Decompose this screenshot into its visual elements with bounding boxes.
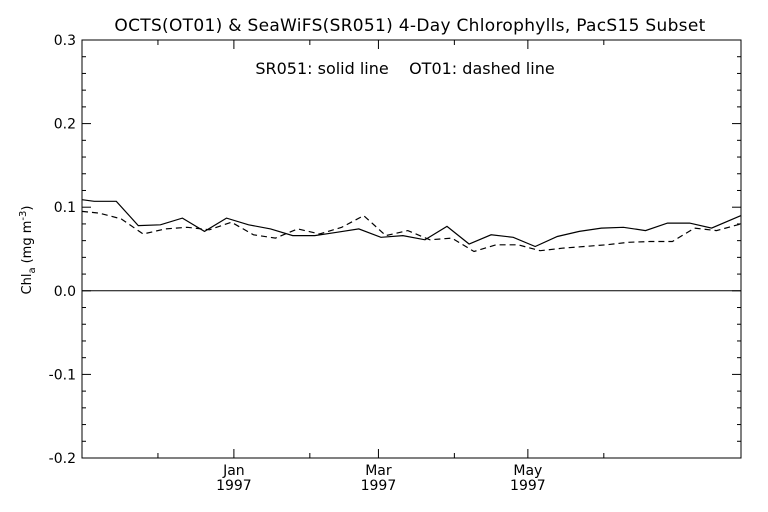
x-tick-label-year: 1997 [361, 478, 397, 494]
y-tick-label: 0.1 [54, 200, 76, 216]
x-tick-label-month: Jan [222, 463, 245, 479]
y-tick-label: 0.0 [54, 284, 76, 300]
y-tick-label: -0.1 [49, 367, 76, 383]
y-tick-label: 0.2 [54, 117, 76, 133]
y-axis-label: Chla(mg m-3) [18, 206, 38, 295]
series-line-ot01 [81, 210, 742, 253]
y-tick-label: 0.3 [54, 33, 76, 49]
x-tick-label-month: May [513, 463, 542, 479]
chart-title: OCTS(OT01) & SeaWiFS(SR051) 4-Day Chloro… [114, 16, 705, 36]
series-group [81, 199, 742, 253]
plot-frame [81, 39, 742, 459]
y-axis: -0.2 -0.1 0.0 0.1 0.2 0.3 [49, 33, 741, 467]
x-tick-label-year: 1997 [510, 478, 546, 494]
y-tick-label: -0.2 [49, 451, 76, 467]
legend-annotation: SR051: solid line OT01: dashed line [255, 59, 554, 78]
x-tick-label-year: 1997 [216, 478, 252, 494]
x-tick-label-month: Mar [365, 463, 392, 479]
series-line-sr051 [81, 199, 742, 248]
